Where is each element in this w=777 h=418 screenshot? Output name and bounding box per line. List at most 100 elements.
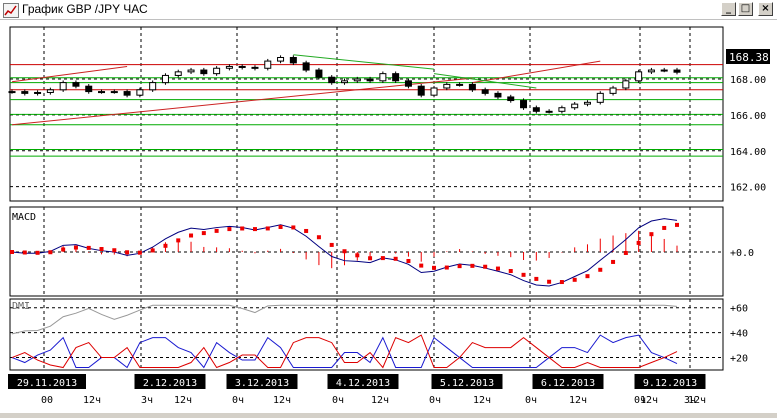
macd-signal-point: [201, 231, 206, 236]
candle-body: [404, 80, 412, 87]
macd-label: MACD: [12, 212, 36, 223]
macd-signal-point: [10, 250, 14, 254]
macd-signal-point: [623, 250, 628, 255]
candle-body: [660, 69, 668, 72]
macd-signal-point: [22, 250, 27, 255]
dmi-tick-label: +20: [730, 354, 748, 365]
macd-signal-point: [240, 226, 245, 231]
price-tick-label: 162.00: [730, 183, 766, 194]
date-label-box: [8, 374, 86, 389]
uptrend-line-lower: [11, 77, 473, 126]
candle-body: [200, 69, 208, 75]
hour-tick-label: 0: [47, 395, 53, 406]
macd-signal-point: [176, 238, 181, 243]
candle-body: [341, 80, 348, 84]
candle-body: [456, 83, 464, 86]
downtrend-line-a: [293, 54, 435, 70]
macd-signal-point: [598, 267, 603, 272]
dmi-plus-line: [11, 334, 678, 369]
candle-body: [110, 91, 118, 94]
macd-axis-label: +0.0: [730, 248, 754, 259]
hour-tick-label: 12ч: [371, 395, 389, 406]
hour-tick-label: 0: [41, 395, 47, 406]
window-titlebar[interactable]: График GBP /JPY ЧАС _ □ ×: [0, 0, 777, 20]
macd-signal-point: [534, 276, 539, 281]
macd-signal-point: [355, 253, 360, 258]
date-label-box: [532, 374, 604, 389]
last-price-label: 168.38: [729, 51, 769, 64]
date-label-box: [431, 374, 503, 389]
macd-signal-point: [444, 265, 449, 270]
macd-signal-point: [649, 232, 654, 237]
last-price-badge: [726, 49, 770, 64]
candle-body: [507, 96, 515, 102]
macd-signal-point: [547, 279, 552, 284]
close-button[interactable]: ×: [758, 2, 773, 16]
candle-body: [379, 73, 387, 82]
chart-area[interactable]: 162.00 164.00 166.00 168.00 168.38 MACD +0.…: [0, 20, 777, 413]
candle-body: [174, 71, 182, 76]
price-tick-label: 166.00: [730, 111, 766, 122]
hour-tick-label: 12ч: [640, 395, 658, 406]
macd-signal-point: [368, 256, 373, 261]
minimize-button[interactable]: _: [721, 2, 736, 16]
macd-signal-point: [419, 263, 424, 268]
macd-signal-point: [304, 228, 309, 233]
dmi-tick-label: +60: [730, 304, 748, 315]
date-label: 6.12.2013: [541, 378, 595, 389]
candle-body: [571, 103, 579, 109]
macd-signal-point: [125, 250, 130, 255]
macd-signal-point: [189, 233, 194, 238]
downtrend-line-b: [433, 73, 537, 89]
hour-tick-label: 12ч: [688, 395, 706, 406]
candle-body: [264, 60, 272, 69]
macd-signal-point: [150, 248, 155, 253]
macd-signal-point: [585, 274, 590, 279]
chart-canvas[interactable]: 162.00 164.00 166.00 168.00 168.38 MACD +0.…: [0, 20, 777, 413]
date-label: 5.12.2013: [440, 378, 494, 389]
chart-window-icon: [3, 3, 19, 18]
date-label-box: [634, 374, 706, 389]
macd-signal-point: [380, 256, 385, 261]
macd-signal-point: [48, 250, 53, 255]
uptrend-line-upper-right: [472, 60, 601, 84]
candle-body: [98, 91, 106, 94]
macd-signal-point: [457, 264, 462, 269]
candle-body: [635, 71, 643, 82]
dmi-minus-line: [11, 334, 678, 369]
date-label-box: [134, 374, 206, 389]
macd-signal-point: [163, 243, 168, 248]
candle-body: [366, 78, 374, 82]
candle-body: [443, 83, 451, 89]
dmi-tick-label: +40: [730, 329, 748, 340]
candle-body: [85, 85, 93, 93]
hour-tick-label: 0ч: [525, 395, 537, 406]
macd-signal-point: [86, 245, 91, 250]
candle-body: [149, 82, 157, 91]
candle-body: [161, 74, 169, 84]
hour-tick-label: 12ч: [569, 395, 587, 406]
date-label: 4.12.2013: [336, 378, 390, 389]
hour-tick-label: 3ч: [141, 395, 153, 406]
uptrend-line-upper-left: [11, 65, 128, 83]
hour-tick-label: 3ч: [684, 395, 696, 406]
macd-signal-point: [572, 277, 577, 282]
date-label: 9.12.2013: [643, 378, 697, 389]
macd-signal-point: [316, 235, 321, 240]
macd-signal-point: [112, 248, 117, 253]
macd-signal-point: [636, 240, 641, 245]
macd-signal-point: [470, 263, 475, 268]
maximize-button[interactable]: □: [738, 2, 753, 16]
dmi-panel: [9, 298, 724, 371]
candle-body: [277, 56, 285, 62]
hour-tick-label: 0ч: [429, 395, 441, 406]
macd-signal-point: [483, 264, 488, 269]
macd-signal-point: [252, 227, 257, 232]
candle-body: [430, 87, 438, 96]
macd-signal-point: [265, 226, 270, 231]
macd-signal-point: [342, 249, 347, 254]
macd-signal-point: [35, 250, 40, 255]
candle-body: [481, 89, 489, 94]
candle-body: [609, 87, 617, 94]
price-tick-label: 168.00: [730, 75, 766, 86]
